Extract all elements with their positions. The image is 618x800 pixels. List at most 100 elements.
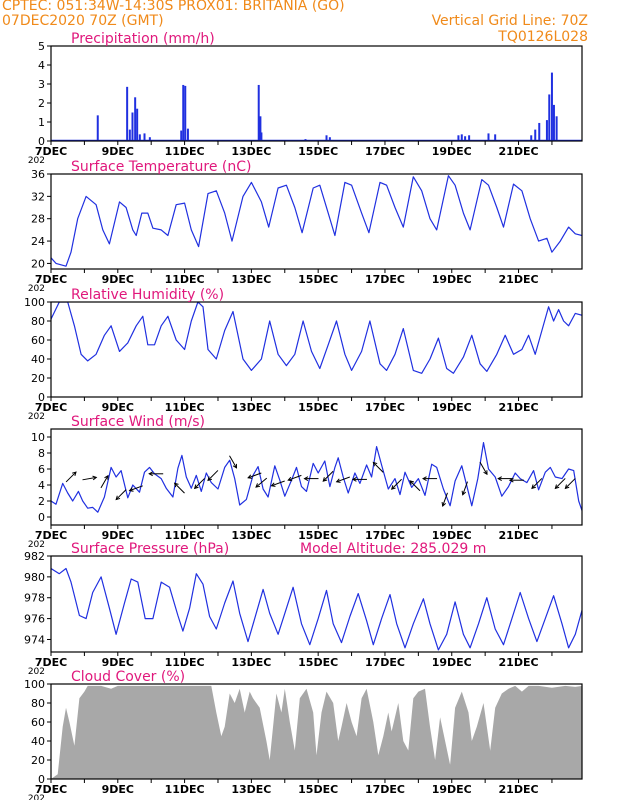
y-tick-label: 0 xyxy=(38,135,45,148)
x-tick-label: 17DEC xyxy=(365,145,405,158)
x-tick-label: 21DEC xyxy=(499,273,539,286)
y-tick-label: 60 xyxy=(31,716,45,729)
wind-arrow-15 xyxy=(322,470,334,482)
precip-bar-0 xyxy=(96,115,99,141)
x-tick-label: 19DEC xyxy=(432,401,472,414)
y-tick-label: 24 xyxy=(31,235,45,248)
wind-arrow-13 xyxy=(287,474,302,482)
panel-frame-0 xyxy=(50,45,583,142)
wind-arrow-head xyxy=(72,471,77,477)
wind-arrow-shaft xyxy=(462,481,468,495)
panel-frame-3 xyxy=(50,428,583,526)
wind-arrow-head xyxy=(372,461,378,467)
x-tick-label: 15DEC xyxy=(298,273,338,286)
x-tick-label: 21DEC xyxy=(499,656,539,669)
wind-arrow-shaft xyxy=(409,480,421,492)
wind-arrow-16 xyxy=(335,476,350,483)
x-tick-label: 7DEC xyxy=(35,401,67,414)
panel-title: Precipitation (mm/h) xyxy=(71,31,215,47)
x-tick-label: 7DEC xyxy=(35,529,67,542)
x-tick-label: 9DEC xyxy=(102,145,134,158)
header-location: CPTEC: 051:34W-14:30S PROX01: BRITANIA (… xyxy=(2,0,345,14)
y-tick-label: 20 xyxy=(31,754,45,767)
x-tick-label: 19DEC xyxy=(432,145,472,158)
wind-arrow-9 xyxy=(229,455,238,469)
x-tick-label: 21DEC xyxy=(499,145,539,158)
x-tick-label: 7DEC xyxy=(35,273,67,286)
precip-bar-9 xyxy=(180,130,183,141)
wind-arrow-17 xyxy=(351,477,367,482)
wind-arrow-shaft xyxy=(247,472,262,479)
header-grid-line: Vertical Grid Line: 70Z xyxy=(431,13,588,29)
y-tick-label: 976 xyxy=(24,613,45,626)
y-tick-label: 60 xyxy=(31,334,45,347)
y-tick-label: 6 xyxy=(38,463,45,476)
wind-arrow-shaft xyxy=(442,492,448,507)
wind-arrow-shaft xyxy=(82,476,97,481)
y-tick-label: 980 xyxy=(24,571,45,584)
precip-bar-8 xyxy=(148,137,151,141)
wind-arrow-20 xyxy=(409,480,421,492)
wind-arrow-head xyxy=(193,484,199,490)
precip-bar-18 xyxy=(328,137,331,141)
x-tick-label: 15DEC xyxy=(298,783,338,796)
x-tick-label: 11DEC xyxy=(165,656,205,669)
y-tick-label: 4 xyxy=(38,479,45,492)
panel-content-3 xyxy=(51,442,582,513)
precip-bar-17 xyxy=(325,135,328,141)
panel-content-5 xyxy=(51,685,582,779)
wind-arrow-shaft xyxy=(229,455,237,469)
wind-arrow-head xyxy=(232,463,238,469)
y-tick-label: 20 xyxy=(31,372,45,385)
x-tick-label: 9DEC xyxy=(102,783,134,796)
x-tick-label: 13DEC xyxy=(231,783,271,796)
precip-bar-24 xyxy=(494,134,497,141)
x-tick-label: 13DEC xyxy=(231,145,271,158)
model-altitude-label: Model Altitude: 285.029 m xyxy=(300,541,486,557)
wind-arrow-shaft xyxy=(255,477,268,488)
wind-arrow-head xyxy=(554,484,560,490)
precip-bar-5 xyxy=(136,108,139,141)
wind-arrow-8 xyxy=(207,470,219,482)
wind-arrow-26 xyxy=(508,477,524,483)
precip-bar-30 xyxy=(550,72,553,141)
y-tick-label: 40 xyxy=(31,353,45,366)
x-tick-label: 19DEC xyxy=(432,273,472,286)
x-tick-label: 9DEC xyxy=(102,656,134,669)
precip-bar-15 xyxy=(260,132,263,141)
x-year-label: 202 xyxy=(28,667,45,677)
wind-arrow-7 xyxy=(193,478,205,490)
y-tick-label: 36 xyxy=(31,168,45,181)
precip-bar-27 xyxy=(538,122,541,141)
x-tick-label: 17DEC xyxy=(365,273,405,286)
y-tick-label: 0 xyxy=(38,773,45,786)
x-tick-label: 17DEC xyxy=(365,401,405,414)
precip-bar-21 xyxy=(464,136,467,141)
wind-arrow-shaft xyxy=(207,470,219,481)
panel-3 xyxy=(47,428,583,529)
y-tick-label: 100 xyxy=(24,296,45,309)
x-tick-label: 21DEC xyxy=(499,529,539,542)
panel-title: Surface Pressure (hPa) xyxy=(71,541,229,557)
wind-arrow-head xyxy=(390,485,396,490)
x-tick-label: 19DEC xyxy=(432,656,472,669)
wind-arrow-5 xyxy=(148,471,164,477)
wind-arrow-shaft xyxy=(336,476,350,483)
wind-arrow-head xyxy=(115,495,121,501)
wind-arrow-head xyxy=(148,471,153,477)
panel-title: Cloud Cover (%) xyxy=(71,669,185,685)
wind-arrow-shaft xyxy=(479,461,488,475)
x-tick-label: 19DEC xyxy=(432,529,472,542)
panel-1 xyxy=(47,173,583,273)
precip-bar-31 xyxy=(552,104,555,141)
precip-bar-7 xyxy=(143,133,146,141)
x-tick-label: 7DEC xyxy=(35,783,67,796)
panel-content-2 xyxy=(51,302,582,374)
wind-arrow-head xyxy=(322,477,328,482)
wind-arrow-head xyxy=(303,476,309,481)
x-tick-label: 11DEC xyxy=(165,529,205,542)
wind-arrow-10 xyxy=(247,472,262,479)
x-tick-label: 13DEC xyxy=(231,273,271,286)
y-tick-label: 2 xyxy=(38,97,45,110)
panel-2 xyxy=(47,301,583,401)
